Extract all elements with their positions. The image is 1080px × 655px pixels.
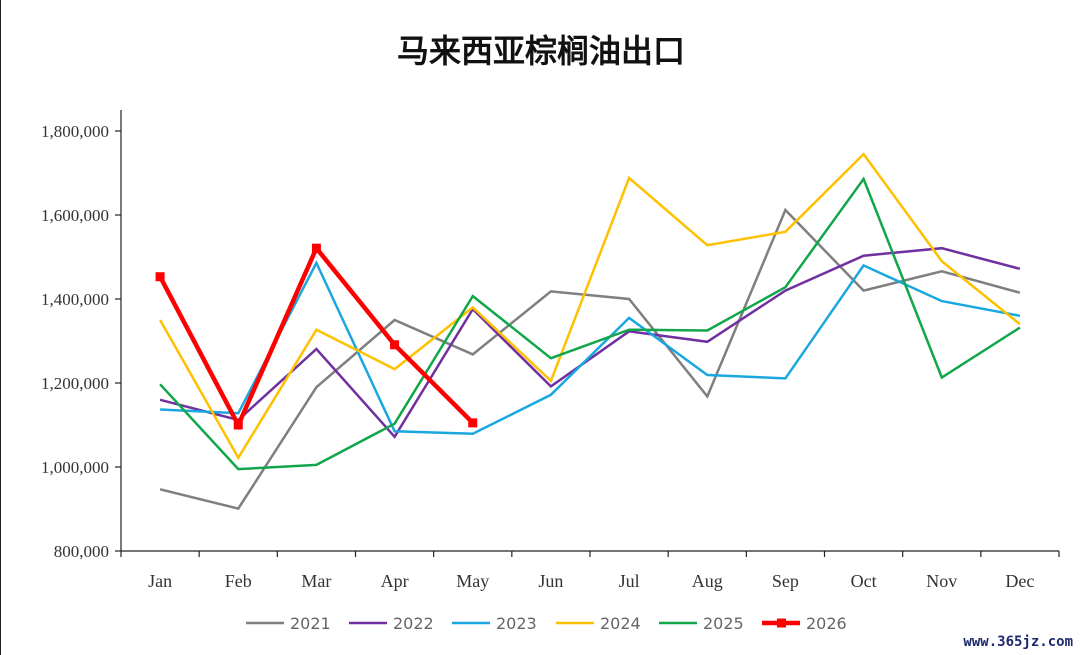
x-tick-label: Oct — [851, 571, 877, 591]
series-line-2022 — [159, 246, 1021, 439]
legend-label: 2023 — [496, 614, 537, 633]
data-point-2026 — [390, 340, 400, 350]
legend-item-2026: 2026 — [762, 614, 847, 633]
watermark-text: www.365jz.com — [963, 634, 1073, 650]
y-tick-label: 1,400,000 — [41, 290, 109, 309]
x-tick-label: Apr — [381, 571, 409, 591]
data-point-2026 — [233, 420, 243, 430]
series-line-2023 — [160, 260, 1021, 436]
x-tick-label: Dec — [1005, 571, 1034, 591]
series-layer — [155, 152, 1021, 511]
x-tick-label: Jan — [148, 571, 172, 591]
y-tick-label: 1,000,000 — [41, 458, 109, 477]
data-point-2026 — [468, 418, 478, 428]
legend-item-2024: 2024 — [556, 614, 641, 633]
legend-item-2022: 2022 — [349, 614, 434, 633]
x-tick-label: Sep — [772, 571, 799, 591]
legend-marker — [777, 618, 786, 628]
x-tick-label: Jun — [538, 571, 563, 591]
x-tick-label: May — [456, 571, 489, 591]
axes: 800,000 1,000,000 1,200,000 1,400,000 1,600,… — [41, 110, 1060, 591]
x-tick-label: Nov — [926, 571, 957, 591]
legend-item-2023: 2023 — [452, 614, 537, 633]
x-tick-label: Aug — [692, 571, 723, 591]
legend-label: 2025 — [703, 614, 744, 633]
legend-item-2021: 2021 — [246, 614, 331, 633]
legend: 2021 2022 2023 2024 2025 2026 — [246, 614, 847, 633]
legend-label: 2024 — [600, 614, 641, 633]
series-line-2021 — [159, 207, 1021, 511]
y-tick-label: 1,200,000 — [41, 374, 109, 393]
series-2026 — [155, 243, 478, 431]
legend-label: 2026 — [806, 614, 847, 633]
y-tick-label: 1,800,000 — [41, 122, 109, 141]
series-2023 — [160, 260, 1021, 436]
x-tick-label: Mar — [301, 571, 331, 591]
x-tick-label: Jul — [619, 571, 640, 591]
series-2025 — [159, 176, 1021, 471]
data-point-2026 — [311, 243, 321, 253]
legend-label: 2021 — [290, 614, 331, 633]
chart-title: 马来西亚棕榈油出口 — [397, 32, 685, 70]
series-2022 — [159, 246, 1021, 439]
y-tick-label: 1,600,000 — [41, 206, 109, 225]
series-line-2025 — [159, 176, 1021, 471]
series-2021 — [159, 207, 1021, 511]
series-line-2026 — [158, 243, 475, 431]
y-tick-label: 800,000 — [54, 542, 109, 561]
x-tick-label: Feb — [225, 571, 252, 591]
data-point-2026 — [155, 272, 165, 282]
legend-label: 2022 — [393, 614, 434, 633]
series-line-2024 — [159, 152, 1021, 461]
legend-item-2025: 2025 — [659, 614, 744, 633]
series-2024 — [159, 152, 1021, 461]
